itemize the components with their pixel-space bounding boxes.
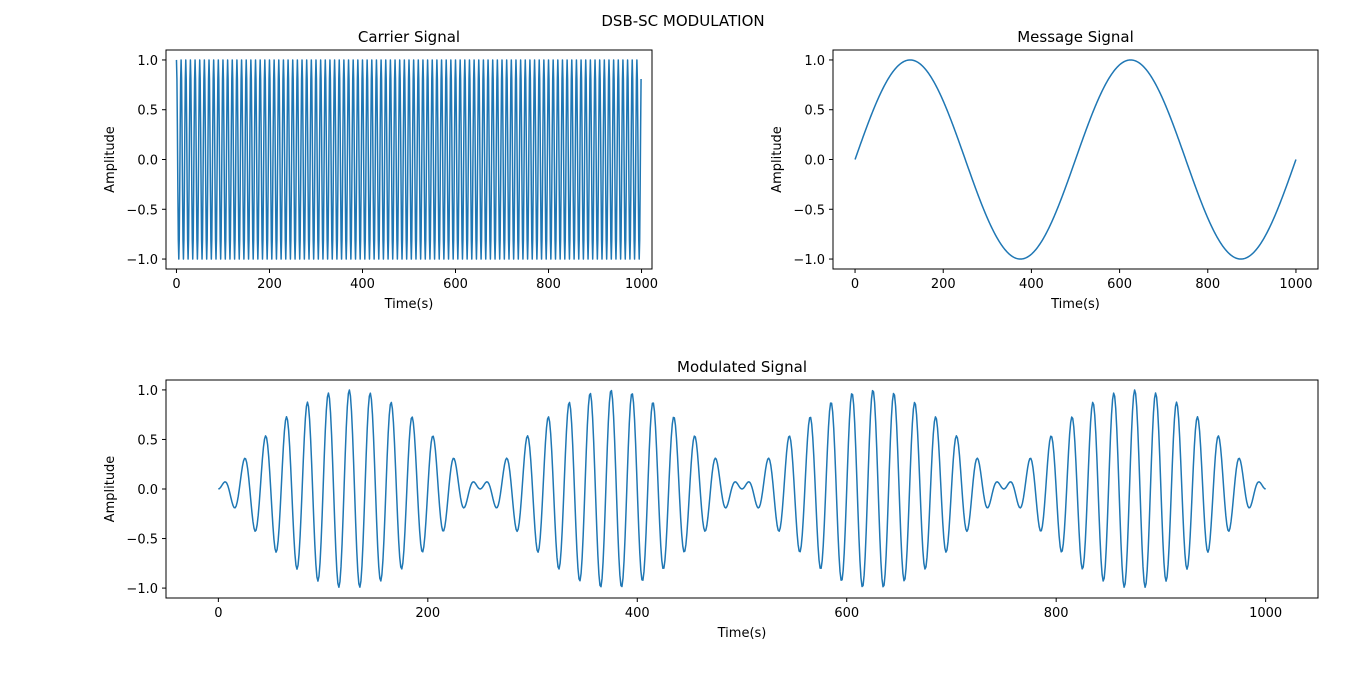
carrier-x-tick-label: 400 [350,277,375,292]
message-series-line [854,59,1297,260]
carrier-x-tick-label: 200 [257,277,282,292]
message-x-tick-label: 400 [1019,277,1044,292]
carrier-y-axis-label: Amplitude [103,126,118,193]
modulated-x-tick-label: 800 [1044,606,1069,621]
modulated-series-line [218,389,1266,589]
message-y-tick-label: −0.5 [793,203,825,218]
carrier-y-tick-label: 1.0 [137,54,158,69]
figure-suptitle: DSB-SC MODULATION [601,12,764,30]
modulated-signal-subplot: 0 200 400 600 800 1000 −1.0 −0.5 0.0 0.5 1.0 Modula… [103,358,1319,641]
message-y-tick-label: 0.5 [804,104,825,119]
message-x-tick-label: 800 [1195,277,1220,292]
modulated-x-tick-label: 600 [834,606,859,621]
message-title: Message Signal [1017,28,1134,46]
carrier-x-tick-label: 0 [172,277,180,292]
message-y-tick-label: −1.0 [793,253,825,268]
carrier-title: Carrier Signal [358,28,460,46]
modulated-title: Modulated Signal [677,358,807,376]
modulated-x-tick-label: 200 [415,606,440,621]
modulated-y-tick-label: 0.0 [137,483,158,498]
message-x-axis-label: Time(s) [1050,297,1100,312]
modulated-x-axis-label: Time(s) [717,626,767,641]
modulated-y-tick-label: −0.5 [126,533,158,548]
modulated-x-tick-label: 0 [214,606,222,621]
modulated-y-axis-label: Amplitude [103,456,118,523]
carrier-x-tick-label: 600 [443,277,468,292]
message-y-axis-label: Amplitude [770,126,785,193]
message-x-tick-label: 0 [851,277,859,292]
carrier-y-tick-label: −0.5 [126,203,158,218]
message-x-tick-label: 1000 [1279,277,1312,292]
modulated-x-tick-label: 1000 [1249,606,1282,621]
modulated-x-tick-label: 400 [625,606,650,621]
message-y-tick-label: 0.0 [804,154,825,169]
carrier-x-axis-label: Time(s) [384,297,434,312]
message-x-tick-label: 200 [931,277,956,292]
carrier-y-tick-label: 0.5 [137,104,158,119]
modulated-y-tick-label: 1.0 [137,384,158,399]
carrier-signal-subplot: 0 200 400 600 800 1000 −1.0 −0.5 0.0 0.5 1.0 Carrie… [103,28,658,312]
carrier-y-tick-label: −1.0 [126,253,158,268]
carrier-series-line [175,59,642,260]
carrier-x-tick-label: 800 [536,277,561,292]
modulated-y-tick-label: −1.0 [126,582,158,597]
modulated-y-tick-label: 0.5 [137,433,158,448]
message-y-tick-label: 1.0 [804,54,825,69]
message-x-tick-label: 600 [1107,277,1132,292]
carrier-y-tick-label: 0.0 [137,154,158,169]
message-signal-subplot: 0 200 400 600 800 1000 −1.0 −0.5 0.0 0.5 1.0 Messag… [770,28,1319,312]
carrier-x-tick-label: 1000 [625,277,658,292]
